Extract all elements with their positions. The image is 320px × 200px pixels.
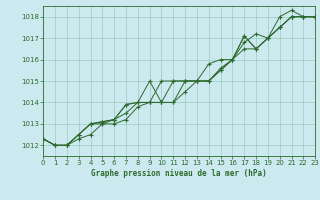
X-axis label: Graphe pression niveau de la mer (hPa): Graphe pression niveau de la mer (hPa) (91, 169, 267, 178)
